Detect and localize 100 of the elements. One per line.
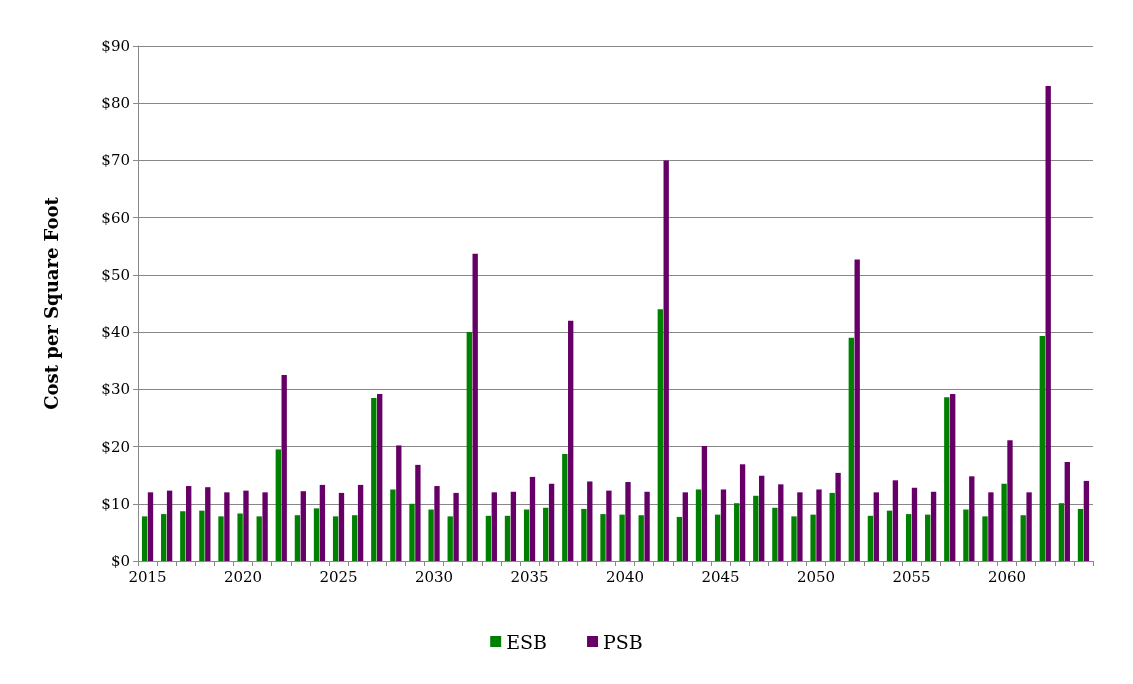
bar	[911, 487, 918, 561]
bar	[759, 475, 765, 561]
bar	[300, 491, 306, 561]
x-tick-label: 2025	[319, 567, 358, 586]
y-tick-label: $20	[101, 437, 130, 456]
bar	[969, 476, 975, 561]
bar	[205, 487, 211, 561]
bar	[523, 509, 530, 561]
bar	[1083, 480, 1090, 561]
bar	[720, 489, 727, 561]
bar	[332, 516, 339, 561]
bar	[504, 515, 511, 561]
bar	[587, 481, 593, 561]
y-tick-label: $10	[101, 494, 130, 513]
bar	[886, 510, 893, 561]
bar	[237, 513, 243, 561]
bar	[377, 393, 383, 561]
bar	[453, 492, 459, 561]
bar	[625, 482, 631, 561]
legend-label: PSB	[603, 630, 643, 653]
bar	[644, 491, 650, 561]
bar	[963, 509, 969, 561]
y-tick-label: $50	[101, 265, 130, 284]
bar	[147, 492, 154, 561]
bar	[338, 492, 345, 561]
bar	[186, 486, 192, 561]
bar	[1020, 515, 1026, 561]
bar	[944, 397, 950, 561]
bar	[797, 492, 803, 561]
bar	[714, 514, 721, 561]
bar	[810, 514, 816, 561]
y-tick-label: $0	[110, 552, 130, 570]
bar	[313, 508, 320, 561]
bar	[753, 495, 759, 561]
bar	[905, 514, 912, 561]
bar	[867, 515, 874, 561]
bar	[1064, 462, 1070, 561]
bar	[390, 489, 396, 561]
bar	[434, 486, 440, 561]
bar	[950, 393, 956, 561]
bar	[791, 516, 797, 561]
x-tick-label: 2020	[223, 567, 263, 586]
bar	[676, 516, 683, 561]
bar	[829, 492, 835, 561]
bar	[357, 484, 364, 561]
bar	[657, 309, 663, 561]
bar	[562, 453, 568, 561]
x-tick-label: 2035	[510, 567, 549, 586]
bar	[485, 515, 492, 561]
bar	[701, 445, 708, 561]
bar	[1077, 508, 1084, 561]
bar	[1039, 336, 1045, 561]
bar	[218, 516, 224, 561]
x-tick-label: 2060	[987, 567, 1027, 586]
bar	[930, 491, 937, 561]
bar	[281, 375, 287, 561]
bar	[224, 492, 230, 561]
x-tick-label: 2030	[414, 567, 454, 586]
y-tick-label: $80	[101, 94, 130, 113]
bar	[166, 490, 173, 561]
bar	[141, 516, 148, 561]
bar	[543, 507, 549, 561]
bar	[772, 507, 778, 561]
bar	[638, 515, 644, 561]
legend-label: ESB	[506, 630, 548, 653]
y-tick-label: $90	[101, 37, 130, 55]
bar	[256, 516, 262, 561]
bar	[352, 515, 358, 561]
bar	[619, 514, 625, 561]
bar	[682, 492, 688, 561]
bar	[600, 514, 606, 561]
bar	[1045, 86, 1051, 561]
x-tick-label: 2015	[128, 567, 167, 586]
bar	[663, 160, 669, 561]
bar	[816, 489, 822, 561]
bar	[1026, 492, 1032, 561]
bar	[982, 516, 988, 561]
bar	[428, 509, 434, 561]
x-tick-label: 2040	[605, 567, 645, 586]
bar	[529, 476, 536, 561]
bar	[466, 332, 472, 561]
bar	[180, 511, 186, 561]
bar	[988, 492, 994, 561]
bar	[409, 503, 415, 561]
bar	[371, 397, 377, 561]
x-tick-label: 2050	[796, 567, 836, 586]
bar	[739, 464, 746, 561]
bar	[835, 472, 841, 561]
bar	[447, 516, 453, 561]
y-tick-label: $60	[101, 208, 130, 227]
bar	[568, 320, 574, 561]
bar	[848, 337, 854, 561]
bar	[161, 514, 167, 561]
bar	[606, 490, 612, 561]
bar	[1058, 503, 1065, 561]
bar	[1007, 440, 1013, 561]
y-tick-label: $30	[101, 380, 130, 399]
bar	[415, 464, 421, 561]
bar	[294, 515, 301, 561]
bar	[548, 483, 555, 561]
